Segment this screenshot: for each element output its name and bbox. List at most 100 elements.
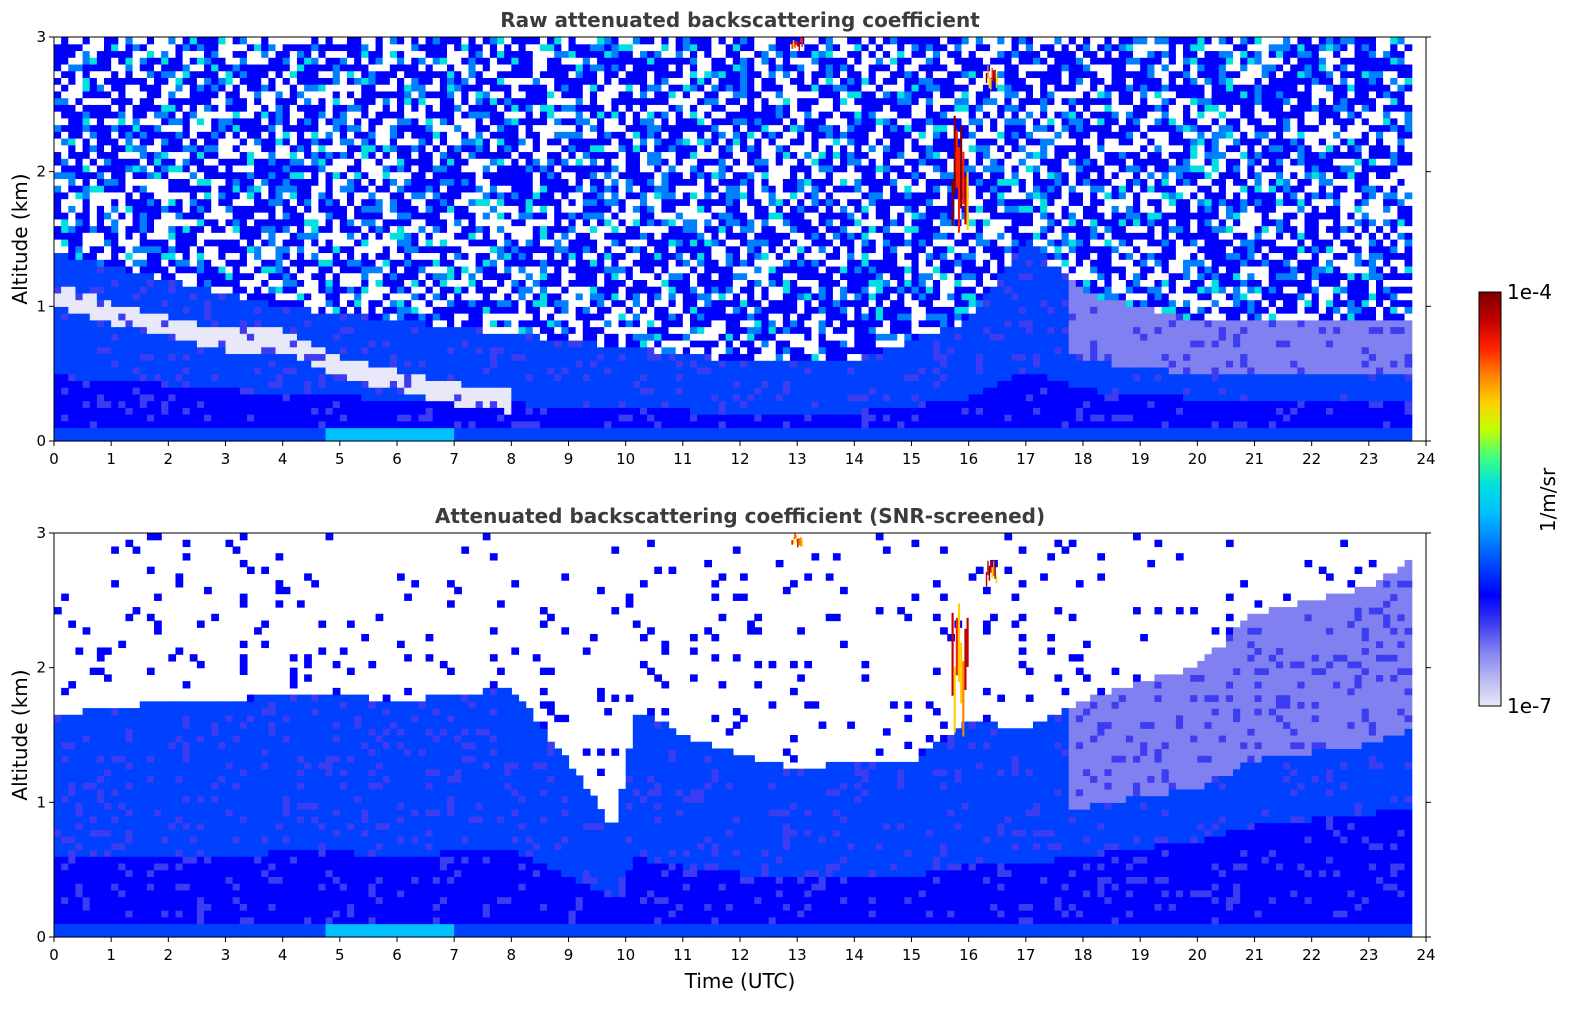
heatmap-cell [454, 400, 462, 408]
heatmap-cell [304, 239, 312, 247]
heatmap-cell [532, 178, 541, 186]
heatmap-cell [218, 97, 227, 105]
heatmap-cell [211, 43, 219, 52]
heatmap-cell [568, 151, 577, 159]
heatmap-cell [582, 279, 591, 287]
heatmap-cell [597, 50, 605, 58]
heatmap-cell [625, 124, 634, 132]
heatmap-cell [504, 124, 512, 132]
heatmap-cell [318, 299, 327, 307]
heatmap-cell [311, 299, 319, 307]
heatmap-cell [425, 84, 434, 92]
heatmap-cell [246, 77, 255, 85]
heatmap-cell [518, 407, 527, 415]
heatmap-cell [561, 158, 570, 166]
heatmap-cell [154, 373, 162, 381]
heatmap-cell [611, 346, 620, 355]
heatmap-cell [404, 50, 412, 58]
heatmap-cell [139, 420, 148, 429]
heatmap-cell [332, 37, 341, 45]
heatmap-cell [468, 63, 477, 72]
heatmap-cell [432, 90, 441, 99]
heatmap-cell [75, 185, 84, 193]
heatmap-cell [211, 400, 219, 408]
heatmap-cell [454, 198, 462, 206]
heatmap-cell [54, 198, 62, 206]
heatmap-cell [532, 171, 541, 179]
heatmap-cell [239, 333, 248, 341]
heatmap-cell [204, 360, 212, 368]
heatmap-cell [196, 57, 205, 65]
heatmap-cell [354, 245, 362, 254]
heatmap-cell [154, 400, 162, 408]
heatmap-cell [425, 90, 434, 99]
heatmap-cell [204, 313, 212, 321]
heatmap-cell [432, 434, 441, 442]
heatmap-cell [382, 138, 391, 146]
heatmap-cell [296, 373, 305, 381]
heatmap-cell [454, 333, 462, 341]
heatmap-cell [554, 286, 562, 294]
heatmap-cell [568, 340, 577, 348]
heatmap-cell [568, 319, 577, 328]
heatmap-cell [611, 212, 620, 220]
heatmap-cell [232, 131, 241, 139]
heatmap-cell [254, 299, 262, 307]
heatmap-cell [482, 292, 491, 301]
heatmap-cell [625, 333, 634, 341]
heatmap-cell [475, 43, 484, 52]
heatmap-cell [225, 77, 234, 85]
heatmap-cell [475, 360, 484, 368]
heatmap-cell [311, 111, 319, 119]
heatmap-cell [482, 272, 491, 280]
heatmap-cell [632, 104, 641, 112]
heatmap-cell [168, 252, 177, 260]
heatmap-cell [618, 265, 627, 274]
heatmap-cell [261, 387, 269, 395]
heatmap-cell [311, 77, 319, 85]
heatmap-cell [632, 212, 641, 220]
heatmap-cell [554, 70, 562, 78]
heatmap-cell [196, 299, 205, 307]
heatmap-cell [632, 407, 641, 415]
heatmap-cell [547, 306, 555, 314]
heatmap-cell [254, 407, 262, 415]
heatmap-cell [175, 144, 184, 153]
heatmap-cell [132, 50, 141, 58]
heatmap-cell [261, 225, 269, 233]
heatmap-cell [204, 151, 212, 159]
heatmap-cell [375, 131, 384, 139]
heatmap-cell [561, 104, 570, 112]
heatmap-cell [475, 104, 484, 112]
heatmap-cell [439, 400, 448, 408]
heatmap-cell [232, 393, 241, 402]
heatmap-cell [125, 400, 134, 408]
heatmap-cell [339, 37, 348, 45]
heatmap-cell [411, 205, 420, 213]
heatmap-cell [382, 84, 391, 92]
heatmap-cell [504, 400, 512, 408]
heatmap-cell [439, 57, 448, 65]
heatmap-cell [382, 272, 391, 280]
heatmap-cell [539, 427, 548, 435]
heatmap-cell [189, 191, 198, 200]
heatmap-cell [154, 50, 162, 58]
heatmap-cell [454, 346, 462, 355]
heatmap-cell [375, 70, 384, 78]
heatmap-cell [325, 434, 334, 442]
heatmap-cell [518, 380, 527, 388]
heatmap-cell [539, 158, 548, 166]
heatmap-cell [611, 37, 620, 45]
heatmap-cell [432, 212, 441, 220]
heatmap-cell [375, 319, 384, 328]
heatmap-cell [632, 427, 641, 435]
heatmap-cell [518, 57, 527, 65]
heatmap-cell [454, 117, 462, 126]
heatmap-cell [75, 286, 84, 294]
heatmap-cell [261, 77, 269, 85]
heatmap-cell [54, 420, 62, 429]
heatmap-cell [225, 400, 234, 408]
heatmap-cell [82, 326, 91, 334]
heatmap-cell [368, 360, 377, 368]
heatmap-cell [218, 131, 227, 139]
